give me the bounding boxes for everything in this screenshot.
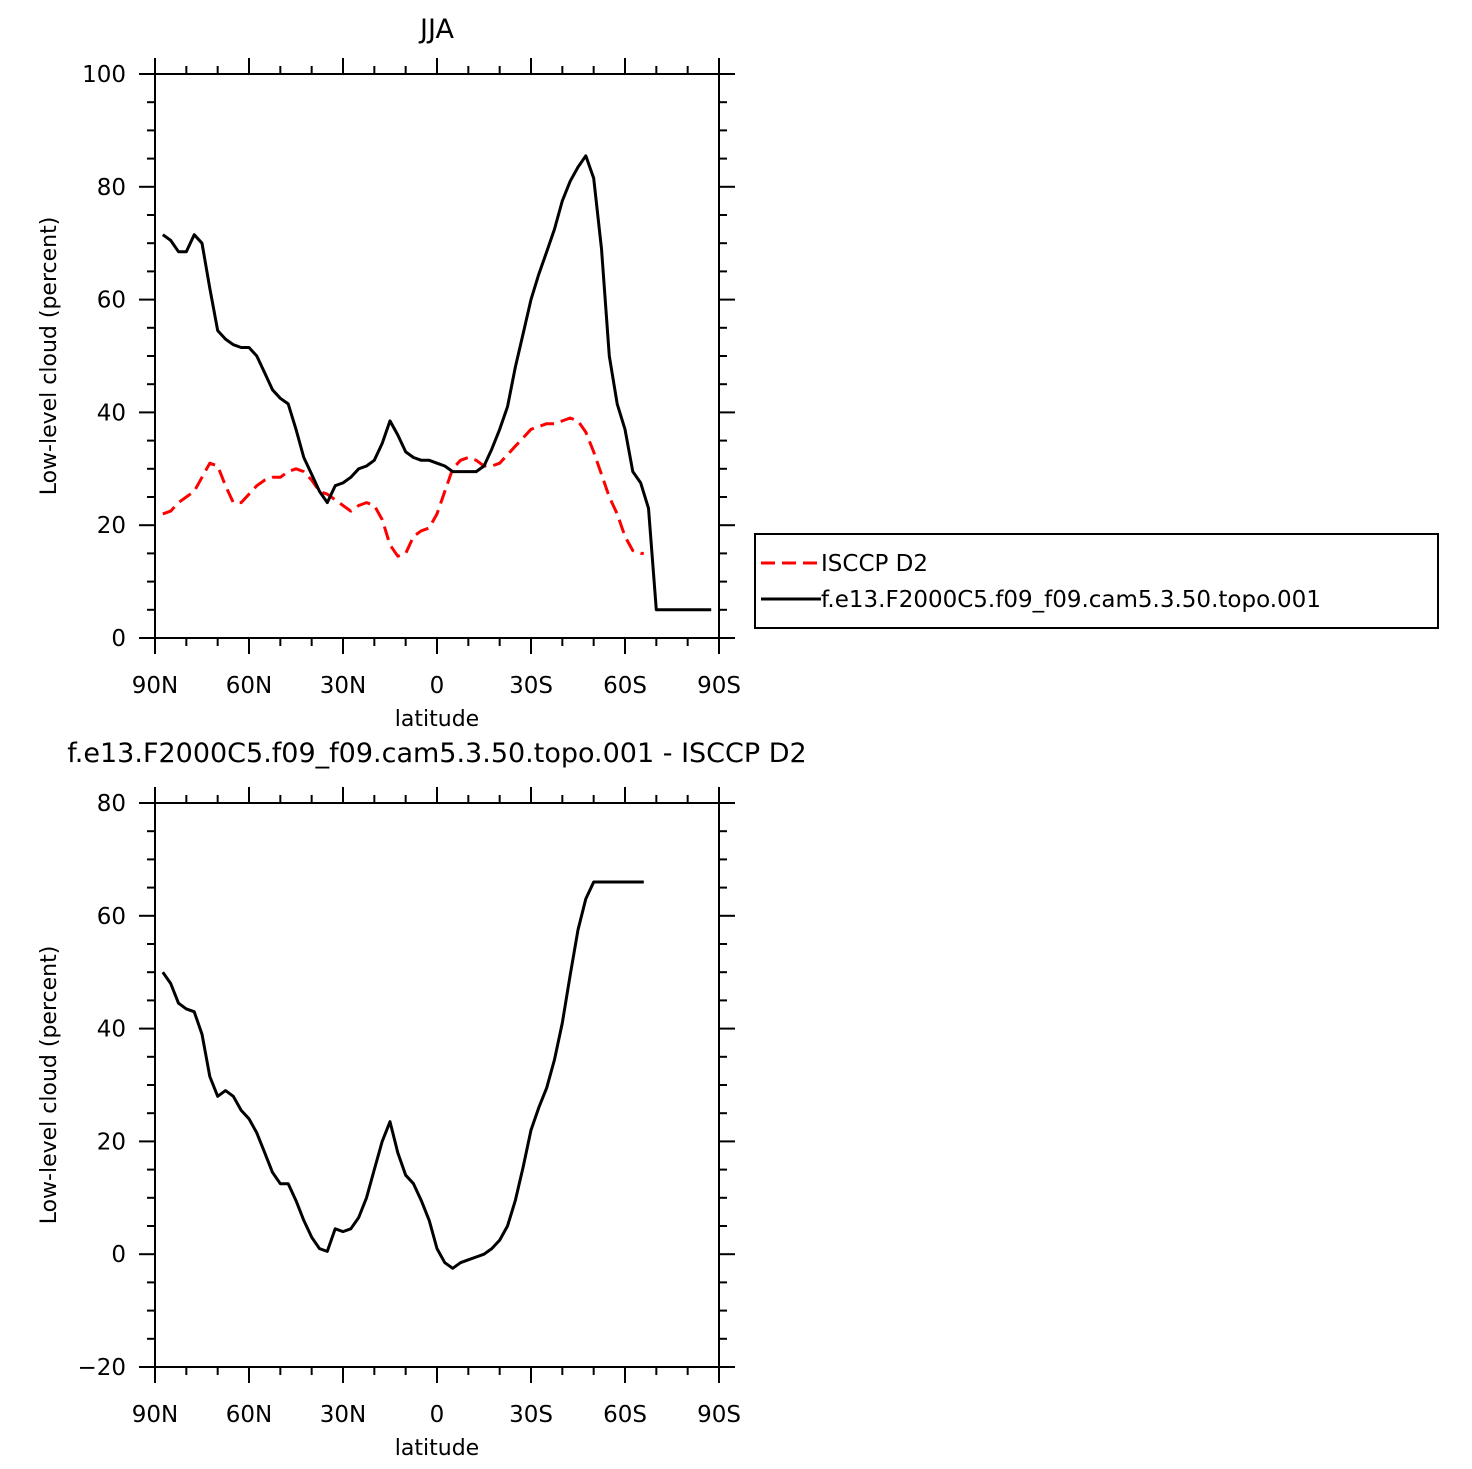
- x-tick-label: 90N: [132, 673, 178, 699]
- x-tick-label: 60N: [226, 1402, 272, 1428]
- x-tick-label: 60S: [603, 1402, 647, 1428]
- y-tick-label: 0: [111, 626, 126, 652]
- y-axis-label: Low-level cloud (percent): [37, 946, 62, 1225]
- plot-frame: [154, 802, 720, 1368]
- series-line-0: [161, 880, 644, 1270]
- y-tick-label: 80: [97, 175, 126, 201]
- x-tick-label: 0: [430, 673, 445, 699]
- legend: ISCCP D2 f.e13.F2000C5.f09_f09.cam5.3.50.…: [754, 533, 1439, 629]
- panel-bottom: f.e13.F2000C5.f09_f09.cam5.3.50.topo.001…: [37, 738, 807, 1461]
- chart-title: JJA: [418, 14, 454, 45]
- plot-frame: [154, 73, 720, 639]
- x-axis-label: latitude: [395, 1436, 479, 1461]
- x-tick-label: 30S: [509, 673, 553, 699]
- x-tick-label: 90S: [697, 1402, 741, 1428]
- chart-title: f.e13.F2000C5.f09_f09.cam5.3.50.topo.001…: [67, 738, 806, 769]
- series-line-0: [162, 416, 644, 558]
- x-tick-label: 30S: [509, 1402, 553, 1428]
- x-axis-label: latitude: [395, 707, 479, 732]
- y-tick-label: 60: [97, 904, 126, 930]
- x-tick-label: 0: [430, 1402, 445, 1428]
- x-tick-label: 90S: [697, 673, 741, 699]
- y-tick-label: 80: [97, 791, 126, 817]
- series-line-1: [161, 154, 712, 612]
- y-tick-label: 60: [97, 288, 126, 314]
- legend-box: [754, 533, 1439, 629]
- x-tick-label: 60S: [603, 673, 647, 699]
- y-tick-label: −20: [77, 1355, 126, 1381]
- y-tick-label: 100: [82, 62, 126, 88]
- legend-label-0: ISCCP D2: [821, 551, 928, 577]
- y-tick-label: 20: [97, 513, 126, 539]
- x-tick-label: 90N: [132, 1402, 178, 1428]
- legend-label-1: f.e13.F2000C5.f09_f09.cam5.3.50.topo.001: [821, 587, 1321, 613]
- x-tick-label: 30N: [320, 1402, 366, 1428]
- y-tick-label: 40: [97, 400, 126, 426]
- panel-top: JJA 0 20 40 60 80 100 90N 60N 30N 0 30S 60S 90S latitu…: [37, 14, 1439, 732]
- y-tick-label: 40: [97, 1017, 126, 1043]
- y-tick-label: 0: [111, 1242, 126, 1268]
- y-axis-label: Low-level cloud (percent): [37, 217, 62, 496]
- x-tick-label: 30N: [320, 673, 366, 699]
- x-tick-label: 60N: [226, 673, 272, 699]
- y-tick-label: 20: [97, 1129, 126, 1155]
